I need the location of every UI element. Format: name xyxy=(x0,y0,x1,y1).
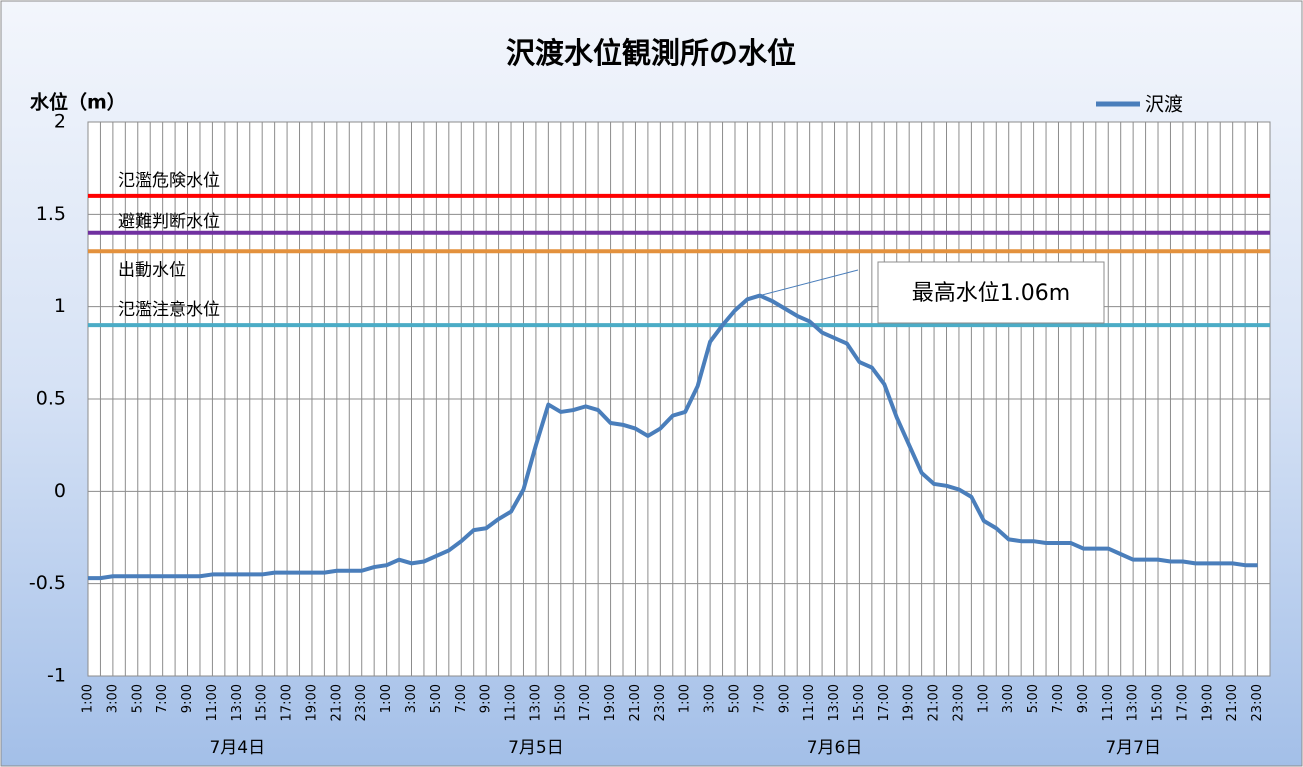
x-tick-label: 1:00 xyxy=(81,684,96,713)
x-tick-label: 9:00 xyxy=(1076,684,1091,713)
x-tick-label: 11:00 xyxy=(205,684,220,721)
day-label: 7月7日 xyxy=(1105,738,1161,758)
x-tick-label: 19:00 xyxy=(1200,684,1215,721)
x-tick-label: 13:00 xyxy=(528,684,543,721)
x-tick-label: 3:00 xyxy=(404,684,419,713)
y-tick-label: 0 xyxy=(54,480,66,502)
y-tick-label: 1.5 xyxy=(36,203,66,225)
x-tick-label: 21:00 xyxy=(628,684,643,721)
x-tick-label: 9:00 xyxy=(777,684,792,713)
x-tick-label: 7:00 xyxy=(1051,684,1066,713)
x-tick-label: 17:00 xyxy=(280,684,295,721)
x-tick-label: 23:00 xyxy=(1250,684,1265,721)
reference-label: 氾濫危険水位 xyxy=(118,171,220,191)
x-tick-label: 17:00 xyxy=(578,684,593,721)
reference-label: 避難判断水位 xyxy=(118,212,220,232)
annotation-box xyxy=(877,261,1105,324)
chart-title: 沢渡水位観測所の水位 xyxy=(506,36,796,70)
annotation-text: 最高水位1.06m xyxy=(912,281,1070,306)
annotation-leader xyxy=(759,269,859,297)
y-tick-label: 1 xyxy=(54,295,66,317)
x-tick-label: 23:00 xyxy=(951,684,966,721)
x-tick-label: 7:00 xyxy=(454,684,469,713)
x-tick-label: 19:00 xyxy=(603,684,618,721)
reference-label: 出動水位 xyxy=(118,260,186,280)
x-tick-label: 17:00 xyxy=(877,684,892,721)
x-tick-label: 3:00 xyxy=(105,684,120,713)
x-tick-label: 21:00 xyxy=(329,684,344,721)
day-label: 7月6日 xyxy=(807,738,863,758)
x-tick-label: 3:00 xyxy=(1001,684,1016,713)
x-tick-label: 23:00 xyxy=(354,684,369,721)
x-tick-label: 19:00 xyxy=(902,684,917,721)
y-tick-label: 0.5 xyxy=(36,388,66,410)
y-tick-label: 2 xyxy=(54,111,66,133)
x-tick-label: 13:00 xyxy=(230,684,245,721)
x-tick-label: 11:00 xyxy=(504,684,519,721)
data-line xyxy=(88,293,1258,581)
x-tick-label: 1:00 xyxy=(678,684,693,713)
x-tick-label: 5:00 xyxy=(1026,684,1041,713)
y-tick-label: -0.5 xyxy=(29,572,66,594)
x-tick-label: 23:00 xyxy=(653,684,668,721)
x-tick-label: 17:00 xyxy=(1175,684,1190,721)
x-tick-label: 11:00 xyxy=(1101,684,1116,721)
x-tick-label: 19:00 xyxy=(304,684,319,721)
x-tick-label: 13:00 xyxy=(827,684,842,721)
x-tick-label: 3:00 xyxy=(703,684,718,713)
day-label: 7月5日 xyxy=(508,738,564,758)
x-tick-label: 7:00 xyxy=(155,684,170,713)
x-tick-label: 5:00 xyxy=(130,684,145,713)
y-tick-label: -1 xyxy=(47,665,66,687)
y-axis-label: 水位（m） xyxy=(30,91,126,114)
x-tick-label: 1:00 xyxy=(976,684,991,713)
x-tick-label: 15:00 xyxy=(553,684,568,721)
x-tick-label: 15:00 xyxy=(852,684,867,721)
x-tick-label: 7:00 xyxy=(752,684,767,713)
x-tick-label: 21:00 xyxy=(927,684,942,721)
reference-label: 氾濫注意水位 xyxy=(118,300,220,320)
x-tick-label: 11:00 xyxy=(802,684,817,721)
legend-label: 沢渡 xyxy=(1145,94,1183,116)
x-tick-label: 5:00 xyxy=(429,684,444,713)
x-tick-label: 9:00 xyxy=(479,684,494,713)
day-label: 7月4日 xyxy=(209,738,265,758)
x-tick-label: 1:00 xyxy=(379,684,394,713)
x-tick-label: 21:00 xyxy=(1225,684,1240,721)
x-tick-label: 9:00 xyxy=(180,684,195,713)
x-tick-label: 13:00 xyxy=(1126,684,1141,721)
x-tick-label: 15:00 xyxy=(1151,684,1166,721)
x-tick-label: 15:00 xyxy=(255,684,270,721)
x-tick-label: 5:00 xyxy=(727,684,742,713)
